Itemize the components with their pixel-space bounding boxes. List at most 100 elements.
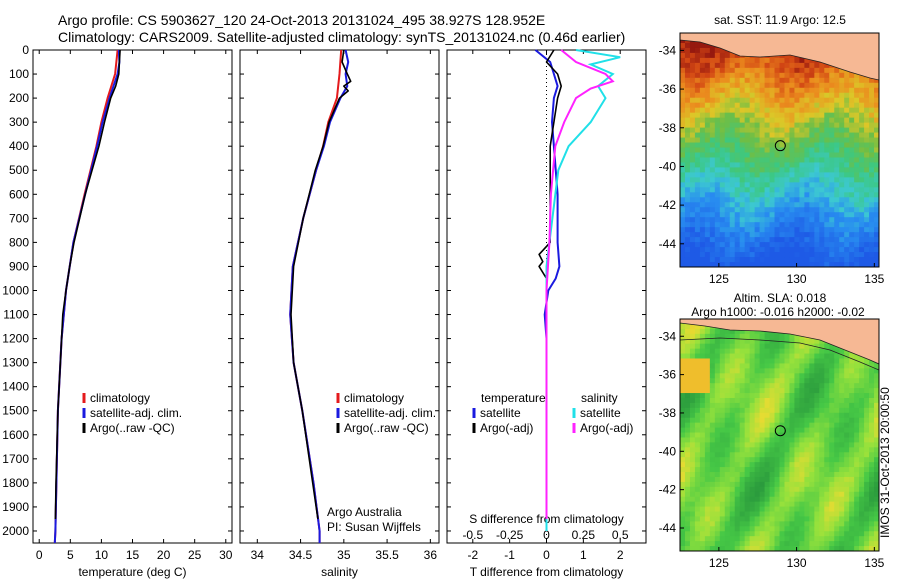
sla-map-pixel	[819, 383, 825, 389]
sla-map-pixel	[684, 328, 691, 335]
sst-map-pixel	[704, 227, 711, 233]
sst-map-pixel	[824, 207, 830, 213]
sst-map-pixel	[794, 92, 800, 99]
sla-map-pixel	[864, 432, 870, 438]
sla-map-pixel	[749, 536, 756, 542]
sla-map-pixel	[784, 491, 790, 498]
sst-map-pixel	[744, 192, 751, 198]
sla-map-pixel	[724, 452, 731, 458]
sst-map-pixel	[684, 147, 691, 153]
sst-map-pixel	[779, 247, 785, 253]
sla-map-pixel	[869, 491, 875, 498]
sst-map-pixel	[719, 162, 726, 168]
sst-map-pixel	[839, 152, 845, 158]
sla-map-pixel	[854, 432, 860, 438]
sst-map-pixel	[729, 147, 736, 153]
sst-map-pixel	[749, 77, 756, 84]
sst-map-pixel	[864, 252, 870, 258]
sst-map-pixel	[754, 92, 761, 99]
sla-map-pixel	[694, 388, 701, 394]
sla-map-pixel	[699, 511, 706, 517]
sst-map-pixel	[724, 122, 731, 129]
sla-map-pixel	[774, 501, 780, 508]
sla-map-pixel	[859, 393, 865, 399]
sla-map-pixel	[709, 422, 716, 429]
sla-map-pixel	[799, 353, 805, 359]
sst-map-pixel	[779, 242, 785, 248]
sla-map-pixel	[724, 501, 731, 508]
depth-tick-label: 200	[9, 91, 29, 105]
sst-map-pixel	[764, 107, 771, 114]
sst-map-pixel	[864, 207, 870, 213]
sla-map-pixel	[749, 388, 756, 394]
sla-map-pixel	[814, 462, 820, 468]
sst-map-pixel	[714, 227, 721, 233]
sla-map-pixel	[719, 417, 726, 424]
sst-map-pixel	[680, 247, 686, 253]
sst-map-pixel	[819, 207, 825, 213]
sst-map-pixel	[804, 187, 810, 193]
sla-map-pixel	[714, 472, 721, 478]
sst-map-pixel	[714, 157, 721, 163]
sla-map-pixel	[744, 388, 751, 394]
sst-map-pixel	[749, 207, 756, 213]
sst-map-pixel	[709, 82, 716, 89]
sla-map-pixel	[859, 358, 865, 364]
sst-map-pixel	[819, 62, 825, 69]
sst-map-pixel	[814, 132, 820, 139]
sst-map-pixel	[829, 97, 835, 104]
sst-map-pixel	[844, 157, 850, 163]
sla-map-pixel	[699, 432, 706, 438]
sla-map-pixel	[874, 442, 879, 448]
sla-map-pixel	[774, 368, 780, 374]
sla-map-pixel	[869, 481, 875, 488]
sst-map-pixel	[764, 237, 771, 243]
sst-map-pixel	[849, 97, 855, 104]
sla-map-pixel	[829, 368, 835, 374]
sst-map-pixel	[849, 217, 855, 223]
sst-map-pixel	[694, 162, 701, 168]
sst-map-pixel	[694, 97, 701, 104]
sst-map-pixel	[864, 87, 870, 94]
sla-map-pixel	[684, 516, 691, 522]
sla-map-pixel	[694, 348, 701, 355]
sst-map-pixel	[864, 92, 870, 99]
sla-map-pixel	[859, 452, 865, 458]
depth-tick-label: 100	[9, 67, 29, 81]
sst-map-pixel	[774, 227, 780, 233]
sst-map-pixel	[874, 182, 879, 188]
sst-map-pixel	[809, 202, 815, 208]
sla-map-pixel	[789, 437, 795, 443]
sla-map-pixel	[784, 541, 790, 547]
sla-map-pixel	[739, 481, 746, 488]
sla-map-pixel	[834, 378, 840, 384]
sst-map-pixel	[699, 87, 706, 94]
sla-map-pixel	[684, 417, 691, 424]
sla-map-pixel	[844, 481, 850, 488]
sla-map-pixel	[739, 541, 746, 547]
sst-map-pixel	[809, 142, 815, 149]
sst-map-pixel	[749, 82, 756, 89]
sla-map-pixel	[819, 501, 825, 508]
sla-map-pixel	[724, 546, 731, 551]
sst-map-pixel	[739, 152, 746, 158]
sla-map-pixel	[709, 541, 716, 547]
sla-map-pixel	[709, 536, 716, 542]
sst-map-pixel	[759, 132, 766, 139]
sla-map-pixel	[689, 442, 696, 448]
sla-map-pixel	[754, 397, 761, 404]
sst-map-pixel	[794, 97, 800, 104]
sla-map-pixel	[774, 442, 780, 448]
sla-map-pixel	[799, 546, 805, 551]
sla-map-pixel	[809, 452, 815, 458]
sla-map-pixel	[849, 526, 855, 532]
sla-map-pixel	[814, 397, 820, 404]
sla-map-pixel	[789, 373, 795, 379]
sst-map-pixel	[764, 242, 771, 248]
sst-map-pixel	[739, 132, 746, 139]
sst-map-pixel	[764, 102, 771, 109]
sla-map-pixel	[680, 437, 686, 443]
sla-map-pixel	[844, 402, 850, 409]
sla-map-pixel	[754, 368, 761, 374]
sla-map-pixel	[774, 511, 780, 517]
